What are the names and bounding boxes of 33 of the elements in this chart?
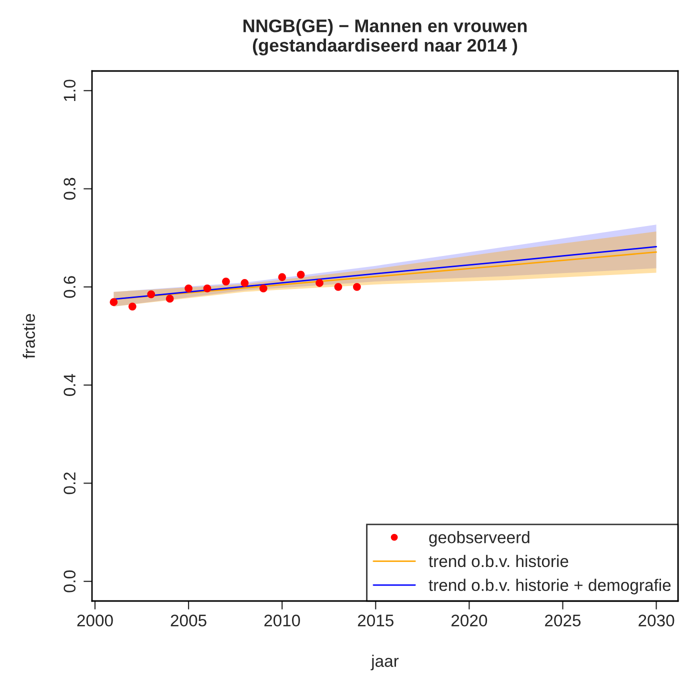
point xyxy=(222,278,230,286)
chart-title: NNGB(GE) − Mannen en vrouwen (gestandaardiseerd naar 2014 ) xyxy=(244,19,527,56)
x-tick-label: 2015 xyxy=(358,614,394,626)
legend-label: trend o.b.v. historie xyxy=(428,554,568,568)
point xyxy=(240,279,249,287)
point xyxy=(128,302,136,311)
x-tick-label: 2030 xyxy=(638,614,674,626)
point xyxy=(147,290,156,298)
point xyxy=(296,270,305,279)
point xyxy=(334,282,342,291)
point xyxy=(110,298,118,306)
x-tick-label: 2025 xyxy=(545,614,581,626)
point xyxy=(184,284,192,292)
point xyxy=(278,273,286,282)
x-axis-title: jaar xyxy=(370,654,399,670)
point xyxy=(352,282,361,291)
x-tick-label: 2005 xyxy=(170,614,206,626)
legend-label: trend o.b.v. historie + demografie xyxy=(428,578,671,594)
x-tick-label: 2020 xyxy=(451,614,488,626)
point xyxy=(316,279,324,287)
y-tick-label: 0.2 xyxy=(64,472,76,494)
x-tick-label: 2010 xyxy=(264,614,300,626)
y-tick-label: 0.6 xyxy=(64,276,76,298)
legend-label: geobserveerd xyxy=(429,531,530,547)
point xyxy=(203,284,212,292)
y-axis-title: fractie xyxy=(22,314,35,358)
point xyxy=(166,294,174,303)
point xyxy=(259,284,268,292)
y-tick-label: 0.8 xyxy=(64,178,76,200)
y-tick-label: 1.0 xyxy=(64,80,76,101)
y-tick-label: 0.4 xyxy=(64,374,76,396)
y-tick-label: 0.0 xyxy=(64,570,76,592)
x-tick-label: 2000 xyxy=(77,614,113,626)
